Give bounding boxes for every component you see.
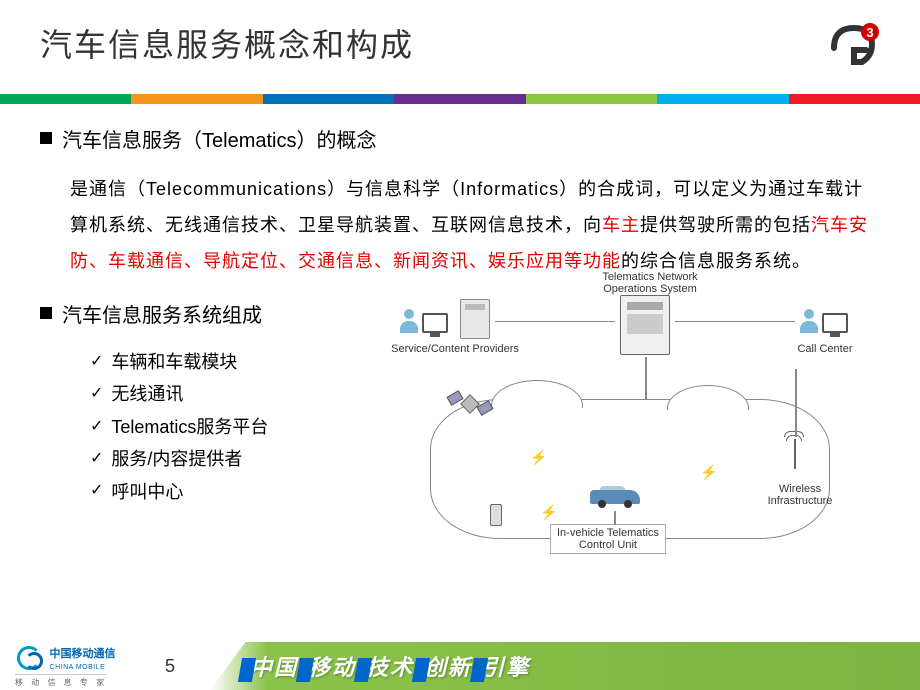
company-name-cn: 中国移动通信 bbox=[50, 645, 116, 661]
component-item: ✓ 呼叫中心 bbox=[90, 476, 370, 508]
component-item: ✓ 车辆和车载模块 bbox=[90, 346, 370, 378]
footer: 中国移动通信 CHINA MOBILE 移 动 信 息 专 家 5 中国移动技术… bbox=[0, 642, 920, 690]
component-item-text: Telematics服务平台 bbox=[111, 411, 268, 443]
content-area: 汽车信息服务（Telematics）的概念 是通信（Telecommunicat… bbox=[0, 104, 920, 579]
provider-monitor-icon bbox=[422, 313, 448, 333]
left-column: 汽车信息服务系统组成 ✓车辆和车载模块✓无线通讯✓Telematics服务平台✓… bbox=[40, 299, 370, 579]
color-segment bbox=[0, 94, 131, 104]
slogan-char: 引 bbox=[472, 650, 504, 682]
connection-line bbox=[795, 369, 797, 437]
provider-person-icon bbox=[400, 309, 418, 333]
slogan-char: 新 bbox=[448, 650, 470, 682]
check-icon: ✓ bbox=[90, 348, 103, 377]
g3-logo: 3 bbox=[824, 20, 880, 76]
component-list: ✓ 车辆和车载模块 ✓ 无线通讯 ✓ Telematics服务平台 ✓ 服务/内容提供者 ✓ 呼叫… bbox=[40, 346, 370, 508]
component-item-text: 呼叫中心 bbox=[111, 476, 183, 508]
bullet-square-icon bbox=[40, 307, 52, 319]
connection-line bbox=[675, 321, 795, 322]
component-item-text: 服务/内容提供者 bbox=[111, 443, 242, 475]
slogan-char: 国 bbox=[274, 650, 296, 682]
paragraph-part: 提供驾驶所需的包括 bbox=[640, 215, 811, 235]
lightning-icon: ⚡ bbox=[540, 504, 557, 521]
company-name-en: CHINA MOBILE bbox=[50, 664, 106, 671]
component-item: ✓ 服务/内容提供者 bbox=[90, 443, 370, 475]
callcenter-label: Call Center bbox=[790, 343, 860, 355]
slogan-char: 移 bbox=[298, 650, 330, 682]
vehicle-label-box: In-vehicle Telematics Control Unit bbox=[550, 524, 666, 554]
check-icon: ✓ bbox=[90, 413, 103, 442]
check-icon: ✓ bbox=[90, 380, 103, 409]
color-segment bbox=[789, 94, 920, 104]
section1-paragraph: 是通信（Telecommunications）与信息科学（Informatics… bbox=[40, 171, 880, 279]
color-segment bbox=[526, 94, 657, 104]
component-item: ✓ 无线通讯 bbox=[90, 378, 370, 410]
color-segment bbox=[394, 94, 525, 104]
svg-text:3: 3 bbox=[866, 25, 873, 40]
bullet-square-icon bbox=[40, 132, 52, 144]
color-segment bbox=[657, 94, 788, 104]
diagram-column: Service/Content Providers Telematics Net… bbox=[390, 299, 880, 579]
provider-server-icon bbox=[460, 299, 490, 339]
slide: 汽车信息服务概念和构成 3 汽车信息服务（Telematics）的概念 是通信（… bbox=[0, 0, 920, 690]
page-number: 5 bbox=[130, 656, 210, 677]
lightning-icon: ⚡ bbox=[530, 449, 547, 466]
color-segment bbox=[263, 94, 394, 104]
slogan-char: 创 bbox=[414, 650, 446, 682]
vehicle-label: In-vehicle Telematics Control Unit bbox=[557, 527, 659, 551]
color-bar bbox=[0, 94, 920, 104]
check-icon: ✓ bbox=[90, 477, 103, 506]
component-item-text: 车辆和车载模块 bbox=[111, 346, 237, 378]
slogan-char: 术 bbox=[390, 650, 412, 682]
telematics-diagram: Service/Content Providers Telematics Net… bbox=[390, 299, 870, 579]
section2-heading-text: 汽车信息服务系统组成 bbox=[62, 299, 262, 328]
check-icon: ✓ bbox=[90, 445, 103, 474]
network-label: Telematics Network Operations System bbox=[580, 271, 720, 295]
wireless-label: Wireless Infrastructure bbox=[760, 483, 840, 507]
slogan-char: 动 bbox=[332, 650, 354, 682]
china-mobile-logo: 中国移动通信 CHINA MOBILE 移 动 信 息 专 家 bbox=[0, 644, 130, 688]
lower-row: 汽车信息服务系统组成 ✓车辆和车载模块✓无线通讯✓Telematics服务平台✓… bbox=[40, 299, 880, 579]
slogan-char: 擎 bbox=[506, 650, 528, 682]
paragraph-part: 的综合信息服务系统。 bbox=[621, 251, 811, 271]
lightning-icon: ⚡ bbox=[700, 464, 717, 481]
section2-heading: 汽车信息服务系统组成 bbox=[40, 299, 370, 328]
providers-label: Service/Content Providers bbox=[390, 343, 520, 355]
network-server-icon bbox=[620, 295, 670, 355]
satellite-icon bbox=[450, 389, 490, 419]
callcenter-person-icon bbox=[800, 309, 818, 333]
header: 汽车信息服务概念和构成 3 bbox=[0, 0, 920, 86]
connection-line bbox=[645, 357, 647, 399]
connection-line bbox=[495, 321, 615, 322]
color-segment bbox=[131, 94, 262, 104]
connection-line bbox=[614, 511, 616, 525]
section1-heading-text: 汽车信息服务（Telematics）的概念 bbox=[62, 124, 376, 153]
swirl-icon bbox=[15, 644, 43, 672]
antenna-icon bbox=[785, 439, 805, 479]
component-item: ✓ Telematics服务平台 bbox=[90, 411, 370, 443]
callcenter-monitor-icon bbox=[822, 313, 848, 333]
company-tagline: 移 动 信 息 专 家 bbox=[15, 674, 107, 688]
slogan-char: 中 bbox=[240, 650, 272, 682]
component-item-text: 无线通讯 bbox=[111, 378, 183, 410]
slide-title: 汽车信息服务概念和构成 bbox=[40, 20, 414, 66]
car-icon bbox=[590, 484, 640, 508]
section1-heading: 汽车信息服务（Telematics）的概念 bbox=[40, 124, 880, 153]
paragraph-part: 车主 bbox=[602, 215, 640, 235]
footer-slogan: 中国移动技术创新引擎 bbox=[210, 642, 920, 690]
phone-icon bbox=[490, 504, 502, 526]
slogan-char: 技 bbox=[356, 650, 388, 682]
